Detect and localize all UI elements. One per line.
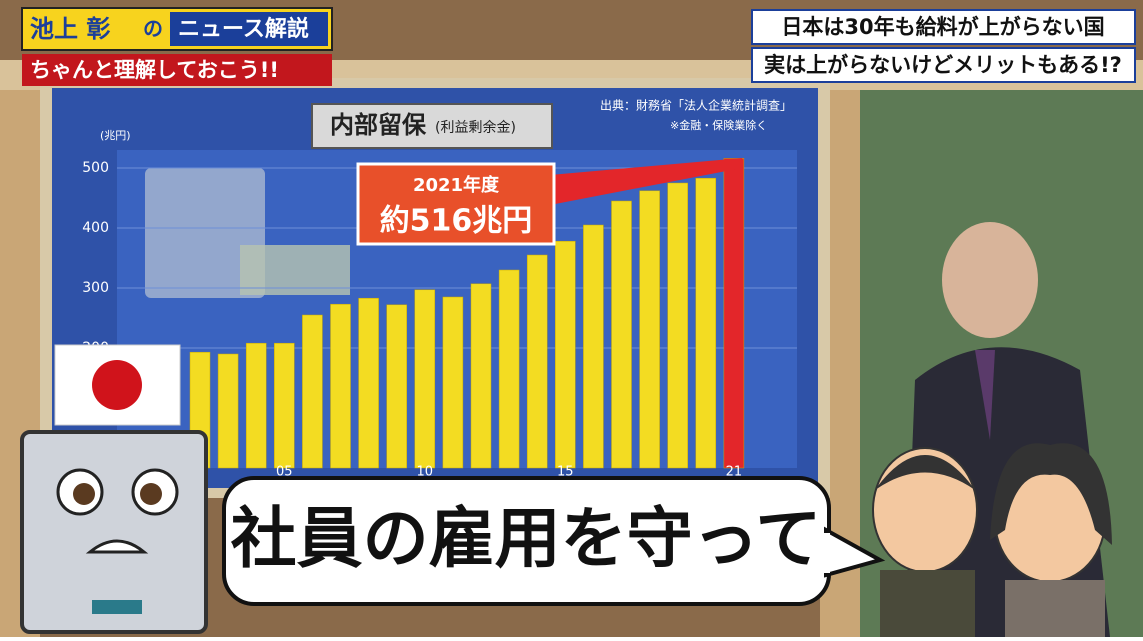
caption-pointer-mask (820, 533, 830, 573)
bar (442, 296, 464, 469)
bar (470, 283, 492, 469)
bar (555, 240, 576, 469)
building-pupil (140, 483, 162, 505)
x-tick-label: 10 (417, 465, 434, 480)
headline-line2: 実は上がらないけどメリットもある!? (764, 53, 1122, 77)
headline-box (751, 9, 1136, 45)
building-door (92, 600, 142, 614)
callout-box (356, 162, 556, 246)
headline-box (751, 47, 1136, 83)
logo-show: ニュース解説 (178, 16, 309, 42)
tagline-box (22, 54, 332, 86)
caption: 社員の雇用を守って (231, 500, 822, 577)
bar (274, 342, 295, 469)
bar (330, 303, 351, 469)
bar (414, 289, 436, 469)
chart-subtitle: (利益剰余金) (435, 119, 516, 136)
bar (583, 224, 604, 469)
building-illustration (145, 168, 265, 298)
y-axis-label: (兆円) (100, 129, 131, 142)
presenter-head (942, 222, 1038, 338)
x-tick-label: 21 (726, 465, 743, 480)
cartoon-man-hair (875, 455, 975, 490)
bar (245, 342, 267, 469)
logo-particle: の (143, 17, 163, 41)
bar (217, 353, 239, 469)
chart-title-box (311, 103, 553, 149)
cartoon-man-body (880, 570, 975, 637)
presenter-tie (975, 350, 995, 440)
bar (358, 297, 379, 469)
x-tick-label: 15 (557, 465, 574, 480)
y-tick-label: 500 (82, 160, 109, 176)
money-illustration (240, 245, 350, 295)
bar (639, 190, 660, 469)
chart-note: ※金融・保険業除く (670, 118, 767, 132)
japan-flag-sun (92, 360, 142, 410)
chart-layer: 20030040050005101521 (82, 158, 797, 480)
building-mouth (85, 539, 149, 554)
building-pupil (73, 483, 95, 505)
bar (695, 177, 717, 469)
callout-pointer (550, 158, 742, 205)
chart-title: 内部留保 (330, 111, 427, 139)
logo-name: 池上 彰 (30, 15, 110, 43)
bar (386, 304, 407, 469)
callout-year: 2021年度 (413, 174, 500, 196)
headline-line1: 日本は30年も給料が上がらない国 (781, 15, 1104, 39)
x-tick-label: 05 (276, 465, 293, 480)
chart-source: 出典：財務省「法人企業統計調査」 (600, 98, 792, 113)
bar (611, 200, 632, 469)
y-tick-label: 400 (82, 220, 109, 236)
y-tick-label: 300 (82, 280, 109, 296)
cartoon-woman-body (1005, 580, 1105, 637)
bar (498, 269, 520, 469)
value-label: 約516兆円 (380, 204, 533, 239)
logo-show-box (170, 12, 328, 46)
bar (526, 254, 548, 469)
bar (667, 182, 688, 469)
bar (302, 314, 323, 469)
cartoon-woman-hair (990, 443, 1112, 545)
tagline: ちゃんと理解しておこう!! (30, 58, 279, 82)
bar (723, 158, 745, 469)
